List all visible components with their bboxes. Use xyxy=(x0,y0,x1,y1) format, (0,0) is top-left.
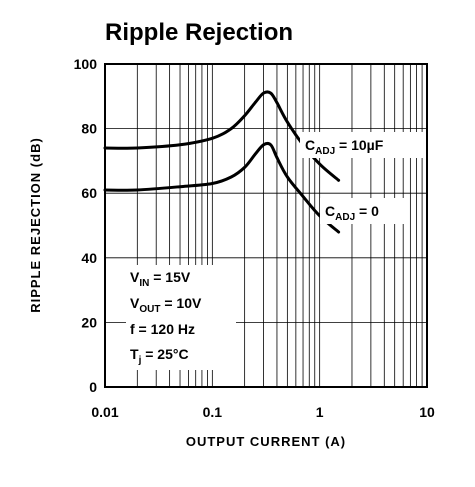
condition-main: V xyxy=(130,295,140,311)
y-axis-label: RIPPLE REJECTION (dB) xyxy=(28,137,43,313)
y-tick-label: 100 xyxy=(74,56,98,72)
y-tick-label: 40 xyxy=(81,250,97,266)
condition-main: V xyxy=(130,269,140,285)
y-tick-label: 20 xyxy=(81,314,97,330)
condition-value: = 15V xyxy=(149,269,191,285)
series-label-subscript: ADJ xyxy=(315,146,335,157)
condition-value: = 10V xyxy=(160,295,202,311)
condition-subscript: j xyxy=(138,355,142,366)
series-label-subscript: ADJ xyxy=(335,212,355,223)
x-tick-label: 1 xyxy=(316,404,324,420)
condition-main: f = 120 Hz xyxy=(130,321,195,337)
plot-frame xyxy=(104,63,428,388)
series-label-background xyxy=(320,198,408,224)
y-tick-label: 60 xyxy=(81,185,97,201)
x-axis-label: OUTPUT CURRENT (A) xyxy=(186,434,346,449)
condition-value: = 25°C xyxy=(141,346,188,362)
y-tick-label: 0 xyxy=(89,379,97,395)
x-tick-labels: 0.01 0.1 1 10 xyxy=(91,404,435,420)
x-tick-label: 0.1 xyxy=(203,404,223,420)
x-tick-label: 0.01 xyxy=(91,404,118,420)
condition-line: VOUT = 10V xyxy=(130,295,202,315)
series-line xyxy=(103,141,341,234)
condition-line: Tj = 25°C xyxy=(130,346,189,366)
series-label-main: C xyxy=(305,137,315,153)
series-label: CADJ = 0 xyxy=(325,203,379,223)
grid-lines xyxy=(104,63,427,388)
y-tick-labels: 0 20 40 60 80 100 xyxy=(74,56,98,395)
series-label-main: C xyxy=(325,203,335,219)
condition-subscript: OUT xyxy=(139,304,160,315)
conditions-background xyxy=(126,265,236,370)
series-label-value: = 10µF xyxy=(335,137,384,153)
series-label-value: = 0 xyxy=(355,203,379,219)
chart-title: Ripple Rejection xyxy=(105,19,293,46)
condition-subscript: IN xyxy=(139,278,149,289)
y-tick-label: 80 xyxy=(81,121,97,137)
series-label-background xyxy=(300,132,425,158)
condition-line: f = 120 Hz xyxy=(130,321,195,337)
condition-line: VIN = 15V xyxy=(130,269,191,289)
series-label: CADJ = 10µF xyxy=(305,137,384,157)
condition-main: T xyxy=(130,346,139,362)
x-tick-label: 10 xyxy=(419,404,435,420)
